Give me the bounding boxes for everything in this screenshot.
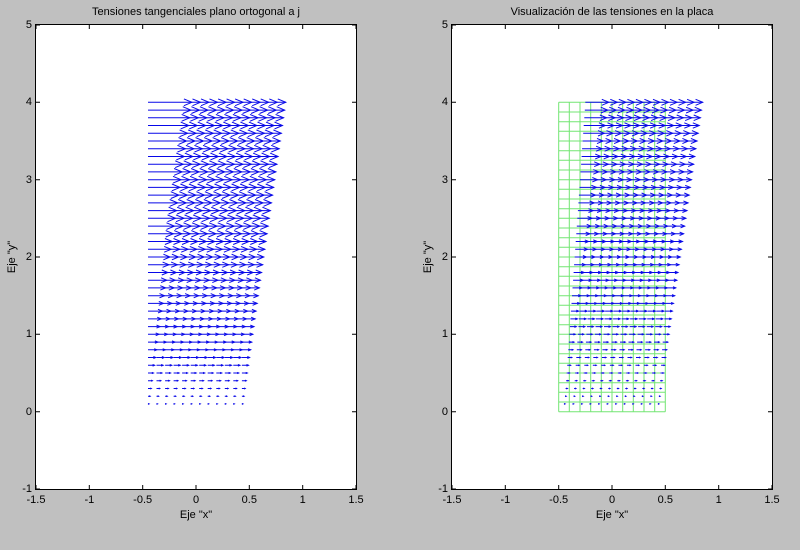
right-plot-area [451,24,773,490]
quiver-canvas [452,25,772,489]
x-tick-label: 1.5 [764,494,780,506]
x-tick-label: -1.5 [26,494,46,506]
axis-tick-marks [452,25,772,489]
right-plot-title: Visualización de las tensiones en la pla… [510,6,714,18]
x-tick-label: -1 [84,494,95,506]
y-tick-label: 4 [441,96,448,109]
axis-tick-marks [36,25,356,489]
left-plot-area [35,24,357,490]
x-tick-label: -0.5 [549,494,569,506]
x-tick-label: 1.5 [348,494,364,506]
y-tick-label: -1 [22,483,32,495]
x-tick-label: -1 [500,494,511,506]
y-tick-label: 0 [441,405,448,418]
right-x-axis-label: Eje "x" [595,509,629,521]
x-tick-label: 1 [299,494,306,506]
right-y-axis-label: Eje "y" [422,240,434,274]
y-tick-label: 1 [25,328,32,341]
y-tick-label: 2 [25,251,32,263]
x-tick-label: -0.5 [133,494,153,506]
quiver-arrow-heads [147,98,288,405]
y-tick-label: -1 [438,483,448,495]
x-tick-label: 0.5 [241,494,257,506]
x-tick-label: 0.5 [657,494,673,506]
left-y-axis-label: Eje "y" [6,240,18,274]
quiver-canvas [36,25,356,489]
y-tick-label: 0 [25,405,32,418]
y-tick-label: 5 [441,19,448,31]
y-tick-label: 4 [25,96,32,109]
x-tick-label: 1 [715,494,722,506]
x-tick-label: 0 [608,494,616,506]
y-tick-label: 2 [441,251,448,263]
quiver-arrow-heads [563,98,704,405]
left-x-axis-label: Eje "x" [179,509,213,521]
left-plot-title: Tensiones tangenciales plano ortogonal a… [92,6,300,18]
y-tick-label: 3 [441,173,448,186]
x-tick-label: 0 [192,494,200,506]
y-tick-label: 5 [25,19,32,31]
y-tick-label: 3 [25,173,32,186]
x-tick-label: -1.5 [442,494,462,506]
y-tick-label: 1 [441,328,448,341]
